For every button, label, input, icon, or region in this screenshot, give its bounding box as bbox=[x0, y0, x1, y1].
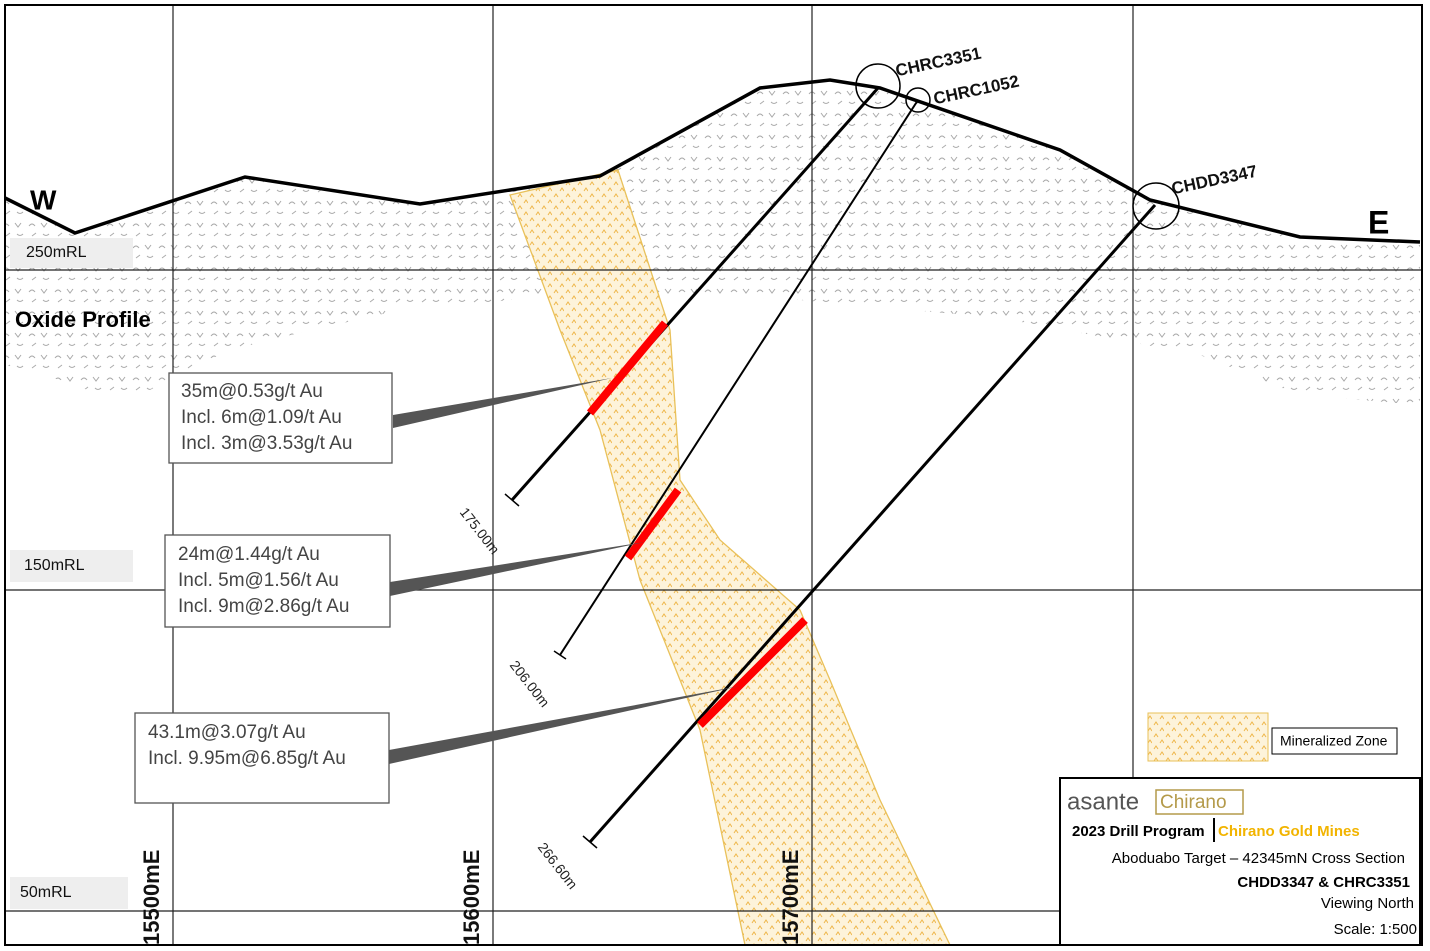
easting-label: 15500mE bbox=[139, 850, 164, 945]
brand: Chirano bbox=[1160, 792, 1227, 813]
callout-text: 43.1m@3.07g/t Au bbox=[148, 722, 306, 743]
northing-label: 250mRL bbox=[26, 244, 87, 261]
program: 2023 Drill Program bbox=[1072, 823, 1205, 840]
collar bbox=[1132, 182, 1180, 230]
collar bbox=[855, 63, 901, 109]
hole-end bbox=[582, 835, 598, 849]
hole-end bbox=[504, 493, 520, 507]
intercept bbox=[586, 320, 669, 416]
callout-pointer bbox=[390, 542, 645, 596]
hole-end bbox=[553, 650, 567, 660]
callout-box bbox=[134, 712, 390, 804]
callout-box bbox=[168, 372, 393, 464]
northing-label: 150mRL bbox=[24, 557, 85, 574]
direction-east: E bbox=[1368, 204, 1389, 240]
oxide-zone bbox=[5, 80, 1420, 405]
drill-holes bbox=[504, 63, 1180, 849]
view: Viewing North bbox=[1321, 895, 1414, 912]
drill-trace bbox=[510, 87, 880, 501]
label-box bbox=[10, 550, 133, 582]
callout-pointer bbox=[393, 378, 612, 428]
scale: Scale: 1:500 bbox=[1334, 921, 1417, 938]
legend-label: Mineralized Zone bbox=[1280, 733, 1388, 749]
drill-trace bbox=[588, 204, 1157, 843]
oxide-label: Oxide Profile bbox=[15, 307, 151, 332]
direction-west: W bbox=[30, 184, 57, 215]
callout-text: Incl. 5m@1.56/t Au bbox=[178, 570, 339, 591]
company: Chirano Gold Mines bbox=[1218, 823, 1360, 840]
legend-swatch bbox=[1147, 712, 1269, 762]
label-box bbox=[10, 877, 128, 909]
brand-box bbox=[1155, 789, 1244, 815]
frame bbox=[4, 4, 1423, 946]
callout-box bbox=[164, 534, 391, 628]
logo: asante bbox=[1067, 788, 1139, 815]
easting-label: 15600mE bbox=[459, 850, 484, 945]
mineralized-zone bbox=[509, 169, 952, 946]
collar bbox=[905, 87, 931, 113]
intercept bbox=[697, 617, 808, 728]
callout-text: Incl. 9m@2.86g/t Au bbox=[178, 596, 349, 617]
topography bbox=[4, 78, 1421, 244]
holes-title: CHDD3347 & CHRC3351 bbox=[1237, 874, 1410, 891]
callout-text: Incl. 9.95m@6.85g/t Au bbox=[148, 748, 346, 769]
legend-box bbox=[1271, 727, 1398, 755]
callout-text: 24m@1.44g/t Au bbox=[178, 544, 320, 565]
callout-pointer bbox=[389, 686, 740, 764]
callout-text: Incl. 6m@1.09/t Au bbox=[181, 407, 342, 428]
callout-text: Incl. 3m@3.53g/t Au bbox=[181, 433, 352, 454]
label-box bbox=[10, 238, 133, 268]
northing-label: 50mRL bbox=[20, 884, 72, 901]
easting-label: 15700mE bbox=[778, 850, 803, 945]
drill-trace bbox=[559, 99, 919, 656]
callout-text: 35m@0.53g/t Au bbox=[181, 381, 323, 402]
intercept bbox=[624, 487, 682, 561]
section: Aboduabo Target – 42345mN Cross Section bbox=[1112, 850, 1405, 867]
